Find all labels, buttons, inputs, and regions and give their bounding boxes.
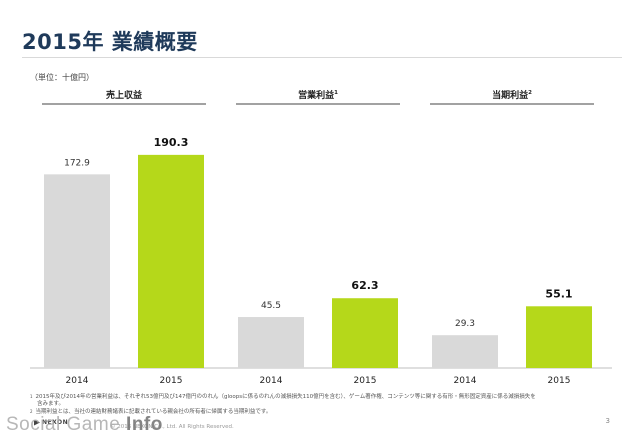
value-label-0-2015: 190.3 (154, 136, 189, 149)
x-tick-label-0-2015: 2015 (160, 376, 183, 386)
group-header-1: 営業利益1 (298, 89, 338, 101)
social-game-info-watermark: Social Game Info (6, 414, 163, 436)
page-number: 3 (605, 417, 610, 425)
value-label-2-2015: 55.1 (545, 287, 572, 300)
x-tick-label-2-2015: 2015 (548, 376, 571, 386)
title-divider (22, 57, 622, 58)
bar-0-2014 (44, 174, 110, 368)
bar-1-2014 (238, 317, 304, 368)
footnote-2-mark: 2 (30, 408, 33, 414)
group-header-0: 売上収益 (106, 89, 142, 101)
x-tick-label-1-2015: 2015 (354, 376, 377, 386)
footnote-1: 1 2015年及び2014年の営業利益は、それぞれ53億円及び147億円ののれん… (30, 394, 610, 401)
nexon-logo-icon (34, 419, 40, 426)
bar-0-2015 (138, 154, 204, 368)
value-label-1-2014: 45.5 (261, 301, 281, 311)
footnote-1-text: 2015年及び2014年の営業利益は、それぞれ53億円及び147億円ののれん（g… (35, 394, 536, 400)
footnotes: 1 2015年及び2014年の営業利益は、それぞれ53億円及び147億円ののれん… (30, 394, 610, 416)
page-title: 2015年 業績概要 (22, 30, 198, 54)
nexon-logo-text: NEXON (42, 419, 69, 426)
group-header-2: 当期利益2 (492, 89, 532, 101)
footnote-1-continuation: 含みます。 (37, 401, 64, 408)
value-label-2-2014: 29.3 (455, 319, 475, 329)
x-tick-label-1-2014: 2014 (260, 376, 283, 386)
watermark-text-b: Info (126, 414, 163, 435)
footnote-2-text: 当期利益とは、当社の連結財務諸表に記載されている親会社の所有者に帰属する当期利益… (35, 408, 272, 415)
x-tick-label-0-2014: 2014 (66, 376, 89, 386)
copyright: © 2016 NEXON Co., Ltd. All Rights Reserv… (110, 424, 234, 430)
footnote-2: 2 当期利益とは、当社の連結財務諸表に記載されている親会社の所有者に帰属する当期… (30, 409, 610, 416)
unit-note: （単位：十億円） (30, 73, 94, 82)
footnote-1-mark: 1 (30, 394, 33, 399)
watermark-text-a: Social Game (6, 414, 127, 435)
bar-2-2015 (526, 306, 592, 368)
bar-1-2015 (332, 298, 398, 368)
value-label-1-2015: 62.3 (351, 279, 378, 292)
nexon-logo: NEXON (34, 419, 68, 426)
bar-2-2014 (432, 335, 498, 368)
value-label-0-2014: 172.9 (64, 158, 90, 168)
x-tick-label-2-2014: 2014 (454, 376, 477, 386)
